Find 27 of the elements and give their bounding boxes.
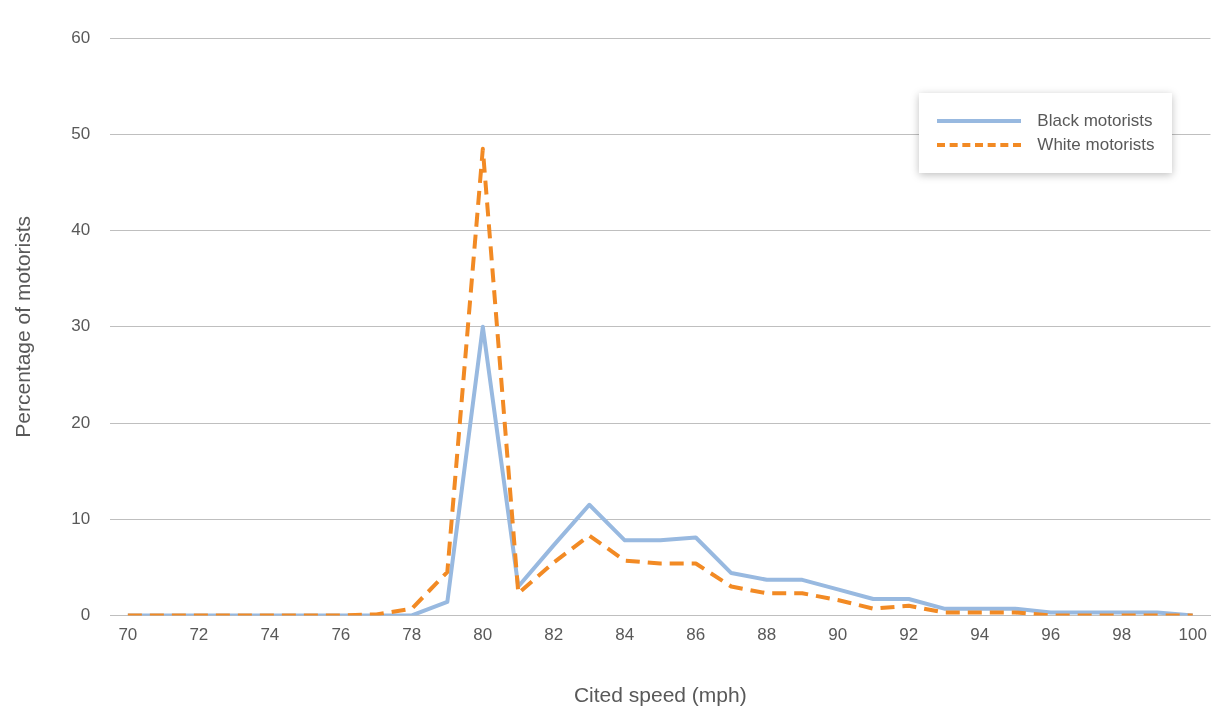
x-tick-label: 94: [970, 625, 990, 645]
x-tick-label: 78: [402, 625, 422, 645]
legend-label: Black motorists: [1037, 111, 1153, 132]
x-tick-label: 80: [473, 625, 493, 645]
x-axis-title: Cited speed (mph): [573, 683, 747, 707]
y-axis-title: Percentage of motorists: [11, 215, 35, 438]
x-tick-label: 98: [1112, 625, 1132, 645]
x-tick-label: 72: [189, 625, 209, 645]
x-tick-label: 88: [757, 625, 777, 645]
x-tick-label: 100: [1178, 625, 1207, 645]
x-tick-label: 70: [118, 625, 138, 645]
y-tick-label: 20: [71, 412, 91, 432]
y-tick-label: 50: [71, 124, 91, 144]
x-tick-label: 92: [899, 625, 919, 645]
x-tick-label: 76: [331, 625, 351, 645]
y-tick-label: 60: [71, 27, 91, 47]
x-tick-label: 82: [544, 625, 564, 645]
x-tick-label: 96: [1041, 625, 1061, 645]
y-tick-label: 0: [80, 605, 91, 625]
x-tick-label: 86: [686, 625, 706, 645]
y-tick-label: 40: [71, 220, 91, 240]
x-tick-label: 84: [615, 625, 635, 645]
legend-label: White motorists: [1037, 135, 1155, 156]
y-tick-label: 30: [71, 316, 91, 336]
x-tick-label: 90: [828, 625, 848, 645]
x-tick-label: 74: [260, 625, 280, 645]
y-tick-label: 10: [71, 508, 91, 528]
